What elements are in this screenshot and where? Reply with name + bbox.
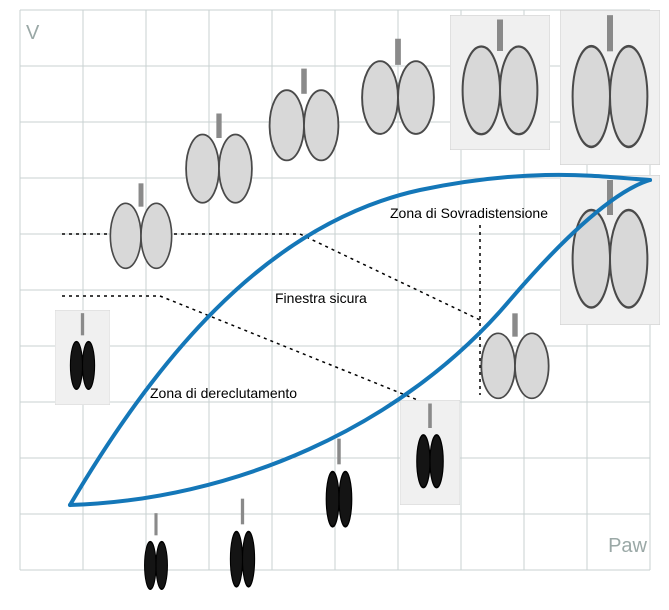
chart-canvas <box>0 0 669 610</box>
pv-curve-chart: V Paw Zona di SovradistensioneFinestra s… <box>0 0 669 610</box>
